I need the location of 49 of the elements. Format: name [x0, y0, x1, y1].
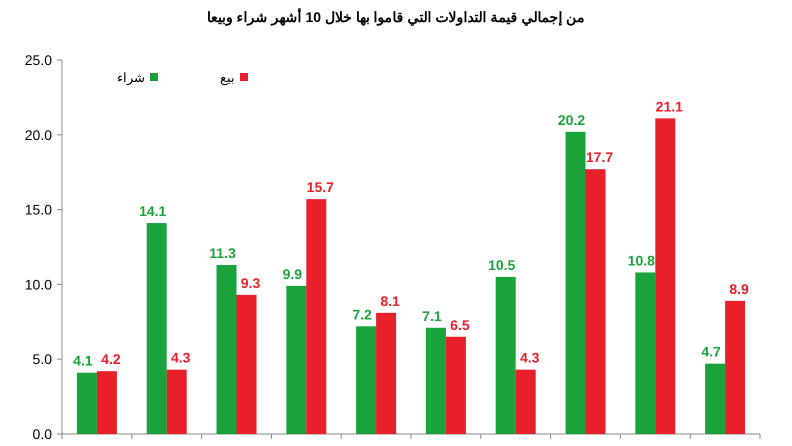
data-label: 15.7	[306, 179, 334, 196]
bar	[725, 300, 746, 434]
data-label: 11.3	[209, 244, 236, 261]
data-label: 4.3	[520, 350, 540, 366]
data-label: 8.9	[729, 280, 750, 297]
bar	[376, 312, 396, 434]
data-label: 4.3	[170, 350, 191, 366]
data-label: 14.1	[139, 203, 167, 220]
bar	[566, 132, 586, 434]
bar	[426, 328, 446, 434]
y-tick-label: 20.0	[24, 126, 52, 143]
bar	[96, 371, 117, 434]
data-label: 10.5	[488, 256, 516, 273]
bar	[216, 264, 236, 434]
data-label: 9.3	[240, 274, 260, 291]
y-tick-label: 0.0	[32, 426, 52, 442]
bar	[76, 372, 97, 434]
data-label: 7.1	[422, 308, 442, 324]
bar	[286, 286, 306, 434]
legend-label: بيع	[220, 70, 235, 86]
bar	[146, 223, 167, 434]
y-tick-label: 10.0	[24, 276, 52, 292]
y-tick-label: 5.0	[32, 351, 52, 368]
y-tick-label: 25.0	[24, 52, 52, 68]
legend-label: شراء	[117, 70, 145, 86]
data-label: 4.1	[73, 352, 93, 369]
data-label: 4.2	[101, 351, 121, 368]
bar	[446, 336, 466, 434]
data-label: 4.7	[701, 344, 722, 360]
bar	[586, 169, 606, 434]
bar	[356, 326, 376, 434]
data-label: 6.5	[450, 316, 470, 333]
data-label: 10.8	[628, 252, 656, 268]
data-label: 17.7	[586, 149, 614, 166]
bar	[236, 294, 256, 434]
data-label: 9.9	[282, 266, 302, 282]
bar	[166, 370, 187, 434]
data-label: 8.1	[380, 292, 400, 309]
title: من إجمالي قيمة التداولات التي قاموا بها خلال 10 أشهر شراء وبيعا	[206, 9, 586, 25]
data-label: 21.1	[656, 98, 684, 114]
y-tick-label: 15.0	[24, 202, 52, 218]
bar	[655, 118, 676, 434]
bar	[705, 364, 726, 434]
bar	[635, 272, 656, 434]
data-label: 20.2	[558, 112, 586, 128]
bar	[306, 199, 326, 434]
bar	[496, 276, 516, 434]
bar	[516, 370, 536, 434]
data-label: 7.2	[352, 306, 372, 322]
